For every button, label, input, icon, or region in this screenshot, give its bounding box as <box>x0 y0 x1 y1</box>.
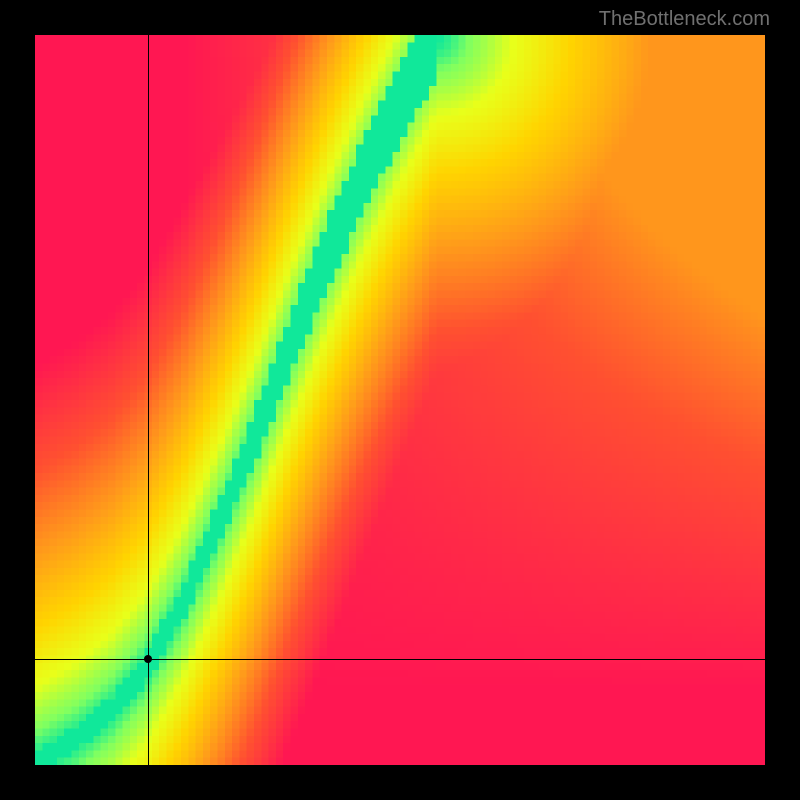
marker-dot <box>144 655 152 663</box>
plot-area <box>35 35 765 765</box>
watermark-text: TheBottleneck.com <box>599 8 770 31</box>
